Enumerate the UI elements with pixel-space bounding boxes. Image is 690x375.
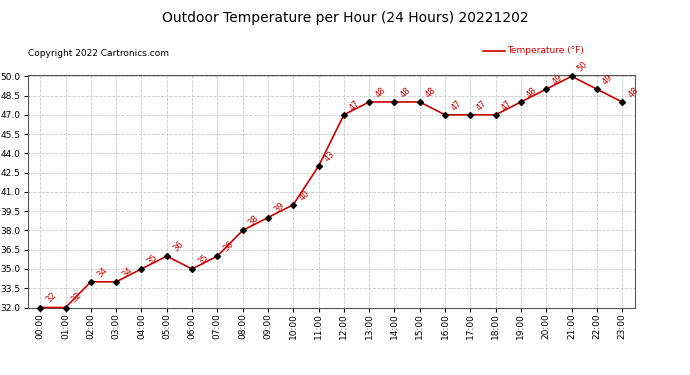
Text: 48: 48 <box>424 86 437 99</box>
Text: Outdoor Temperature per Hour (24 Hours) 20221202: Outdoor Temperature per Hour (24 Hours) … <box>161 11 529 25</box>
Text: 47: 47 <box>449 98 463 112</box>
Text: 48: 48 <box>399 86 413 99</box>
Text: 49: 49 <box>601 73 615 86</box>
Text: 32: 32 <box>44 291 58 305</box>
Text: 32: 32 <box>70 291 83 305</box>
Text: 47: 47 <box>500 98 513 112</box>
Text: 36: 36 <box>171 239 185 254</box>
Text: 34: 34 <box>120 265 134 279</box>
Text: 39: 39 <box>272 201 286 215</box>
Text: 35: 35 <box>146 252 159 266</box>
Text: 34: 34 <box>95 265 109 279</box>
Text: Temperature (°F): Temperature (°F) <box>507 46 584 55</box>
Text: 48: 48 <box>627 86 640 99</box>
Text: Copyright 2022 Cartronics.com: Copyright 2022 Cartronics.com <box>28 49 168 58</box>
Text: 43: 43 <box>323 150 337 164</box>
Text: 47: 47 <box>348 98 362 112</box>
Text: 50: 50 <box>575 60 589 74</box>
Text: 36: 36 <box>221 239 235 254</box>
Text: 38: 38 <box>247 214 261 228</box>
Text: 48: 48 <box>373 86 387 99</box>
Text: 35: 35 <box>196 252 210 266</box>
Text: 49: 49 <box>551 73 564 86</box>
Text: 47: 47 <box>475 98 489 112</box>
Text: 40: 40 <box>297 188 311 202</box>
Text: 48: 48 <box>525 86 539 99</box>
